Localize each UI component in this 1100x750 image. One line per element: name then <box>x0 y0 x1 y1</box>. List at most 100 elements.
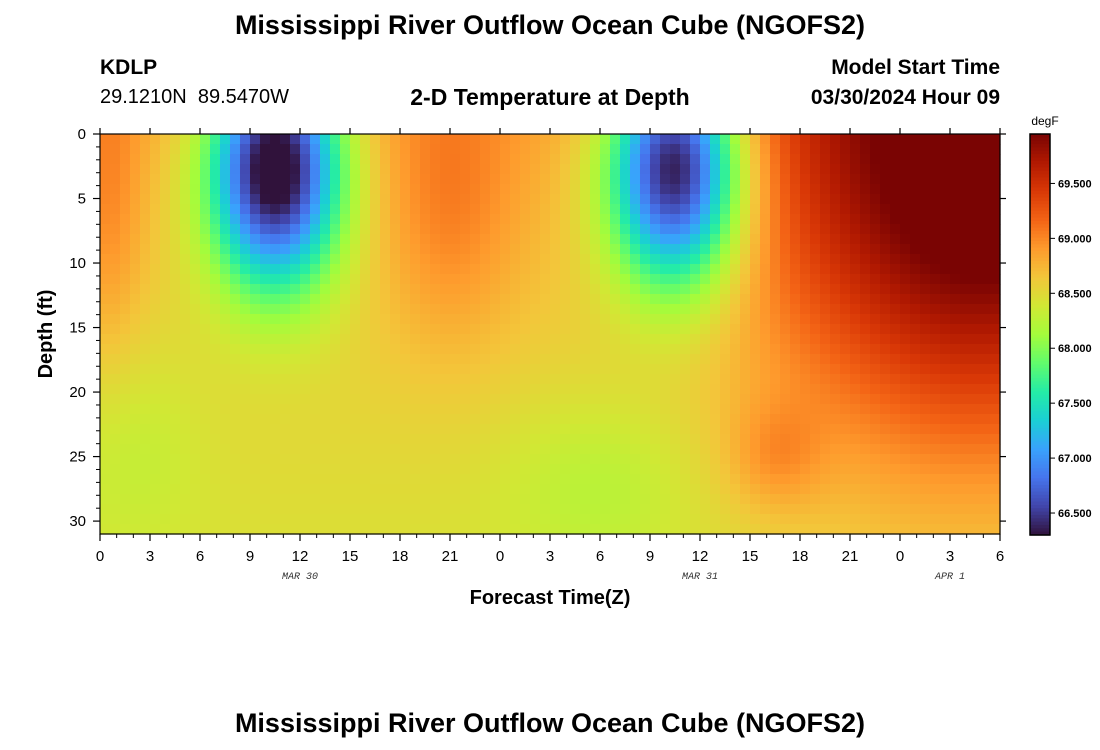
heatmap-cell <box>480 304 491 315</box>
heatmap-cell <box>420 424 431 435</box>
heatmap-cell <box>110 444 121 455</box>
heatmap-cell <box>950 324 961 335</box>
heatmap-cell <box>390 354 401 365</box>
heatmap-cell <box>330 384 341 395</box>
colorbar-segment <box>1030 428 1050 433</box>
heatmap-cell <box>200 184 211 195</box>
heatmap-cell <box>400 284 411 295</box>
heatmap-cell <box>980 214 991 225</box>
heatmap-cell <box>180 224 191 235</box>
heatmap-cell <box>420 334 431 345</box>
heatmap-cell <box>980 524 991 535</box>
heatmap-cell <box>260 354 271 365</box>
heatmap-cell <box>530 314 541 325</box>
heatmap-cell <box>850 214 861 225</box>
heatmap-cell <box>380 494 391 505</box>
heatmap-cell <box>160 204 171 215</box>
heatmap-cell <box>590 364 601 375</box>
heatmap-cell <box>550 424 561 435</box>
heatmap-cell <box>160 154 171 165</box>
heatmap-cell <box>290 294 301 305</box>
heatmap-cell <box>820 234 831 245</box>
heatmap-cell <box>370 194 381 205</box>
heatmap-cell <box>820 324 831 335</box>
heatmap-cell <box>630 314 641 325</box>
heatmap-cell <box>300 294 311 305</box>
colorbar-segment <box>1030 504 1050 509</box>
heatmap-cell <box>530 484 541 495</box>
heatmap-cell <box>330 284 341 295</box>
heatmap-cell <box>170 524 181 535</box>
heatmap-cell <box>350 184 361 195</box>
heatmap-cell <box>400 214 411 225</box>
colorbar-segment <box>1030 177 1050 182</box>
heatmap-cell <box>560 174 571 185</box>
heatmap-cell <box>970 164 981 175</box>
heatmap-cell <box>760 314 771 325</box>
heatmap-cell <box>760 474 771 485</box>
colorbar-segment <box>1030 511 1050 516</box>
heatmap-cell <box>210 434 221 445</box>
heatmap-cell <box>610 254 621 265</box>
heatmap-cell <box>230 194 241 205</box>
heatmap-cell <box>160 264 171 275</box>
heatmap-cell <box>800 324 811 335</box>
heatmap-cell <box>240 164 251 175</box>
heatmap-cell <box>660 394 671 405</box>
heatmap-cell <box>200 294 211 305</box>
heatmap-cell <box>840 294 851 305</box>
heatmap-cell <box>700 344 711 355</box>
heatmap-cell <box>720 304 731 315</box>
heatmap-cell <box>330 304 341 315</box>
heatmap-cell <box>810 164 821 175</box>
heatmap-cell <box>950 524 961 535</box>
heatmap-cell <box>140 354 151 365</box>
heatmap-cell <box>170 344 181 355</box>
heatmap-cell <box>340 434 351 445</box>
heatmap-cell <box>610 524 621 535</box>
heatmap-cell <box>680 394 691 405</box>
heatmap-cell <box>640 514 651 525</box>
heatmap-cell <box>730 154 741 165</box>
heatmap-cell <box>960 204 971 215</box>
heatmap-cell <box>830 184 841 195</box>
heatmap-cell <box>360 444 371 455</box>
heatmap-cell <box>600 394 611 405</box>
heatmap-cell <box>600 514 611 525</box>
heatmap-cell <box>370 184 381 195</box>
heatmap-cell <box>740 464 751 475</box>
heatmap-cell <box>230 514 241 525</box>
heatmap-cell <box>640 174 651 185</box>
heatmap-cell <box>980 464 991 475</box>
x-tick-label: 0 <box>96 548 104 565</box>
heatmap-cell <box>690 224 701 235</box>
heatmap-cell <box>120 404 131 415</box>
heatmap-cell <box>580 224 591 235</box>
heatmap-cell <box>270 484 281 495</box>
heatmap-cell <box>280 254 291 265</box>
heatmap-cell <box>560 254 571 265</box>
heatmap-cell <box>520 344 531 355</box>
heatmap-cell <box>860 354 871 365</box>
heatmap-cell <box>490 424 501 435</box>
heatmap-cell <box>920 254 931 265</box>
heatmap-cell <box>130 394 141 405</box>
heatmap-cell <box>570 444 581 455</box>
heatmap-cell <box>150 454 161 465</box>
heatmap-cell <box>600 164 611 175</box>
heatmap-cell <box>200 494 211 505</box>
heatmap-cell <box>730 294 741 305</box>
heatmap-cell <box>780 234 791 245</box>
heatmap-cell <box>900 274 911 285</box>
heatmap-cell <box>930 514 941 525</box>
heatmap-cell <box>510 404 521 415</box>
heatmap-cell <box>840 144 851 155</box>
heatmap-cell <box>500 424 511 435</box>
heatmap-cell <box>750 324 761 335</box>
colorbar-segment <box>1030 291 1050 295</box>
heatmap-cell <box>190 384 201 395</box>
heatmap-cell <box>180 214 191 225</box>
heatmap-cell <box>240 364 251 375</box>
heatmap-cell <box>950 374 961 385</box>
heatmap-cell <box>910 434 921 445</box>
